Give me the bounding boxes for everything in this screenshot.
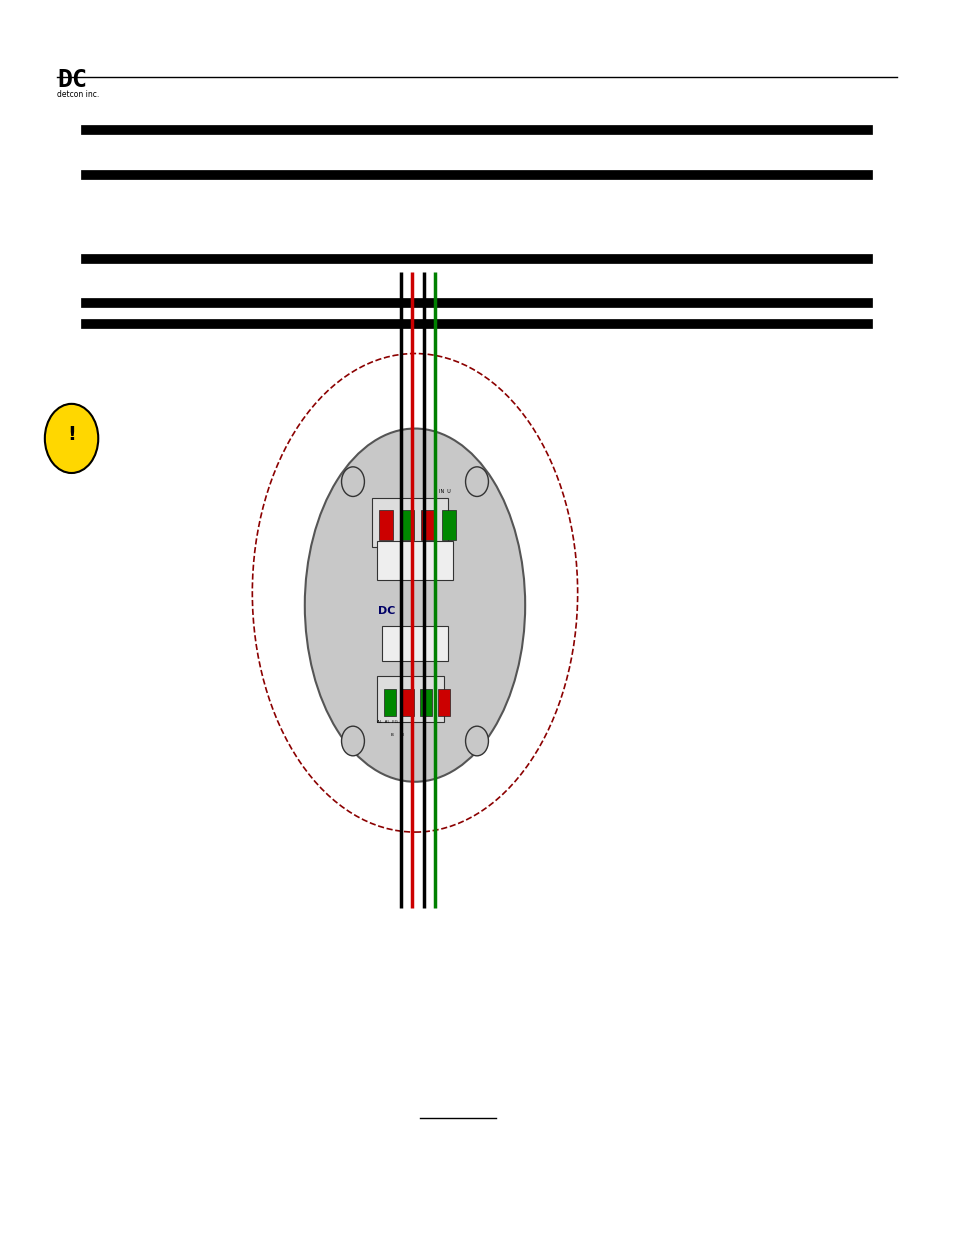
Text: IN  U: IN U	[438, 489, 450, 494]
FancyBboxPatch shape	[420, 510, 435, 540]
Circle shape	[341, 726, 364, 756]
Circle shape	[45, 404, 98, 473]
Text: !: !	[67, 425, 76, 445]
FancyBboxPatch shape	[378, 510, 393, 540]
FancyBboxPatch shape	[381, 626, 448, 661]
FancyBboxPatch shape	[376, 541, 453, 580]
Circle shape	[465, 467, 488, 496]
Text: DC: DC	[57, 68, 87, 91]
Circle shape	[341, 467, 364, 496]
FancyBboxPatch shape	[376, 676, 443, 722]
FancyBboxPatch shape	[419, 689, 432, 716]
FancyBboxPatch shape	[401, 689, 414, 716]
Text: DC: DC	[377, 606, 395, 616]
Text: B      R: B R	[391, 732, 404, 737]
Circle shape	[465, 726, 488, 756]
FancyBboxPatch shape	[372, 498, 448, 547]
FancyBboxPatch shape	[441, 510, 456, 540]
FancyBboxPatch shape	[399, 510, 414, 540]
FancyBboxPatch shape	[437, 689, 450, 716]
FancyBboxPatch shape	[383, 689, 395, 716]
Text: detcon inc.: detcon inc.	[57, 90, 99, 99]
Ellipse shape	[304, 429, 524, 782]
Text: AL  AL  FG: AL AL FG	[376, 720, 397, 725]
